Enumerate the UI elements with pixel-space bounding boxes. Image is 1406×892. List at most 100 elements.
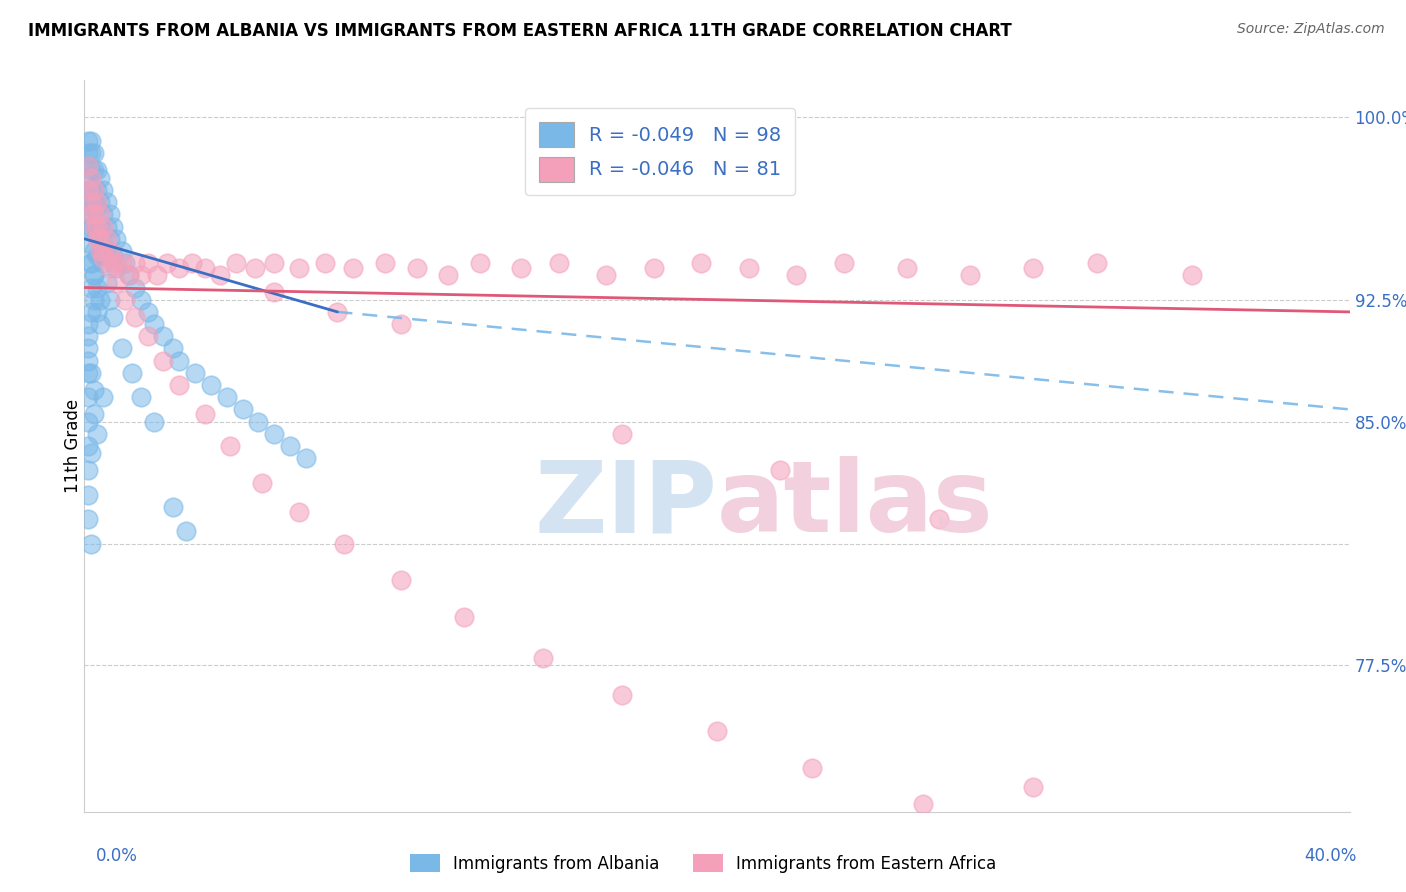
Point bbox=[928, 512, 950, 526]
Point bbox=[93, 256, 115, 270]
Point bbox=[83, 207, 105, 221]
Point bbox=[118, 268, 141, 283]
Point bbox=[124, 310, 146, 324]
Point bbox=[76, 439, 98, 453]
Point bbox=[896, 260, 918, 275]
Text: Source: ZipAtlas.com: Source: ZipAtlas.com bbox=[1237, 22, 1385, 37]
Point bbox=[76, 170, 98, 185]
Point bbox=[200, 378, 222, 392]
Point bbox=[96, 249, 118, 263]
Point bbox=[342, 260, 364, 275]
Point bbox=[76, 183, 98, 197]
Point bbox=[101, 249, 124, 263]
Point bbox=[76, 415, 98, 429]
Point bbox=[86, 163, 108, 178]
Point bbox=[76, 134, 98, 148]
Point bbox=[89, 317, 111, 331]
Point bbox=[76, 512, 98, 526]
Point bbox=[79, 446, 103, 460]
Point bbox=[96, 219, 118, 234]
Point bbox=[76, 195, 98, 210]
Point bbox=[785, 268, 807, 283]
Point bbox=[111, 342, 134, 356]
Point bbox=[1180, 268, 1202, 283]
Point bbox=[86, 232, 108, 246]
Point bbox=[89, 244, 111, 258]
Point bbox=[124, 256, 146, 270]
Point bbox=[612, 688, 634, 702]
Point bbox=[215, 390, 238, 404]
Point bbox=[89, 232, 111, 246]
Point bbox=[76, 390, 98, 404]
Point bbox=[169, 378, 191, 392]
Point bbox=[83, 146, 105, 161]
Point bbox=[129, 268, 153, 283]
Point bbox=[114, 293, 136, 307]
Text: 0.0%: 0.0% bbox=[96, 847, 138, 864]
Point bbox=[93, 183, 115, 197]
Text: IMMIGRANTS FROM ALBANIA VS IMMIGRANTS FROM EASTERN AFRICA 11TH GRADE CORRELATION: IMMIGRANTS FROM ALBANIA VS IMMIGRANTS FR… bbox=[28, 22, 1012, 40]
Point bbox=[76, 366, 98, 380]
Point bbox=[169, 260, 191, 275]
Point bbox=[93, 390, 115, 404]
Point bbox=[155, 256, 177, 270]
Point bbox=[89, 219, 111, 234]
Point bbox=[96, 276, 118, 290]
Point bbox=[83, 407, 105, 421]
Point bbox=[405, 260, 427, 275]
Point bbox=[86, 224, 108, 238]
Point bbox=[314, 256, 336, 270]
Point bbox=[250, 475, 273, 490]
Point bbox=[389, 317, 412, 331]
Point bbox=[89, 195, 111, 210]
Point bbox=[152, 329, 174, 343]
Point bbox=[86, 249, 108, 263]
Point bbox=[146, 268, 169, 283]
Point bbox=[374, 256, 396, 270]
Point bbox=[83, 268, 105, 283]
Point bbox=[89, 293, 111, 307]
Point bbox=[76, 159, 98, 173]
Point bbox=[79, 146, 103, 161]
Point bbox=[83, 219, 105, 234]
Point bbox=[769, 463, 792, 477]
Point bbox=[105, 232, 127, 246]
Point bbox=[79, 163, 103, 178]
Point bbox=[98, 260, 121, 275]
Point bbox=[136, 329, 159, 343]
Point bbox=[959, 268, 981, 283]
Point bbox=[111, 244, 134, 258]
Point bbox=[79, 134, 103, 148]
Point bbox=[98, 244, 121, 258]
Point bbox=[101, 219, 124, 234]
Point bbox=[89, 170, 111, 185]
Point bbox=[86, 183, 108, 197]
Point bbox=[162, 500, 184, 514]
Point bbox=[83, 244, 105, 258]
Point bbox=[509, 260, 531, 275]
Point bbox=[76, 463, 98, 477]
Point bbox=[83, 183, 105, 197]
Point bbox=[278, 439, 301, 453]
Point bbox=[180, 256, 204, 270]
Point bbox=[389, 573, 412, 587]
Point bbox=[118, 268, 141, 283]
Point bbox=[76, 219, 98, 234]
Point bbox=[136, 305, 159, 319]
Point bbox=[86, 426, 108, 441]
Point bbox=[79, 256, 103, 270]
Text: 40.0%: 40.0% bbox=[1305, 847, 1357, 864]
Point bbox=[76, 329, 98, 343]
Point bbox=[86, 219, 108, 234]
Point bbox=[76, 342, 98, 356]
Point bbox=[468, 256, 491, 270]
Point bbox=[86, 280, 108, 294]
Point bbox=[911, 797, 934, 812]
Point bbox=[174, 524, 197, 539]
Point bbox=[162, 342, 184, 356]
Point bbox=[111, 256, 134, 270]
Point bbox=[86, 195, 108, 210]
Point bbox=[79, 200, 103, 214]
Point bbox=[93, 252, 115, 266]
Point bbox=[169, 353, 191, 368]
